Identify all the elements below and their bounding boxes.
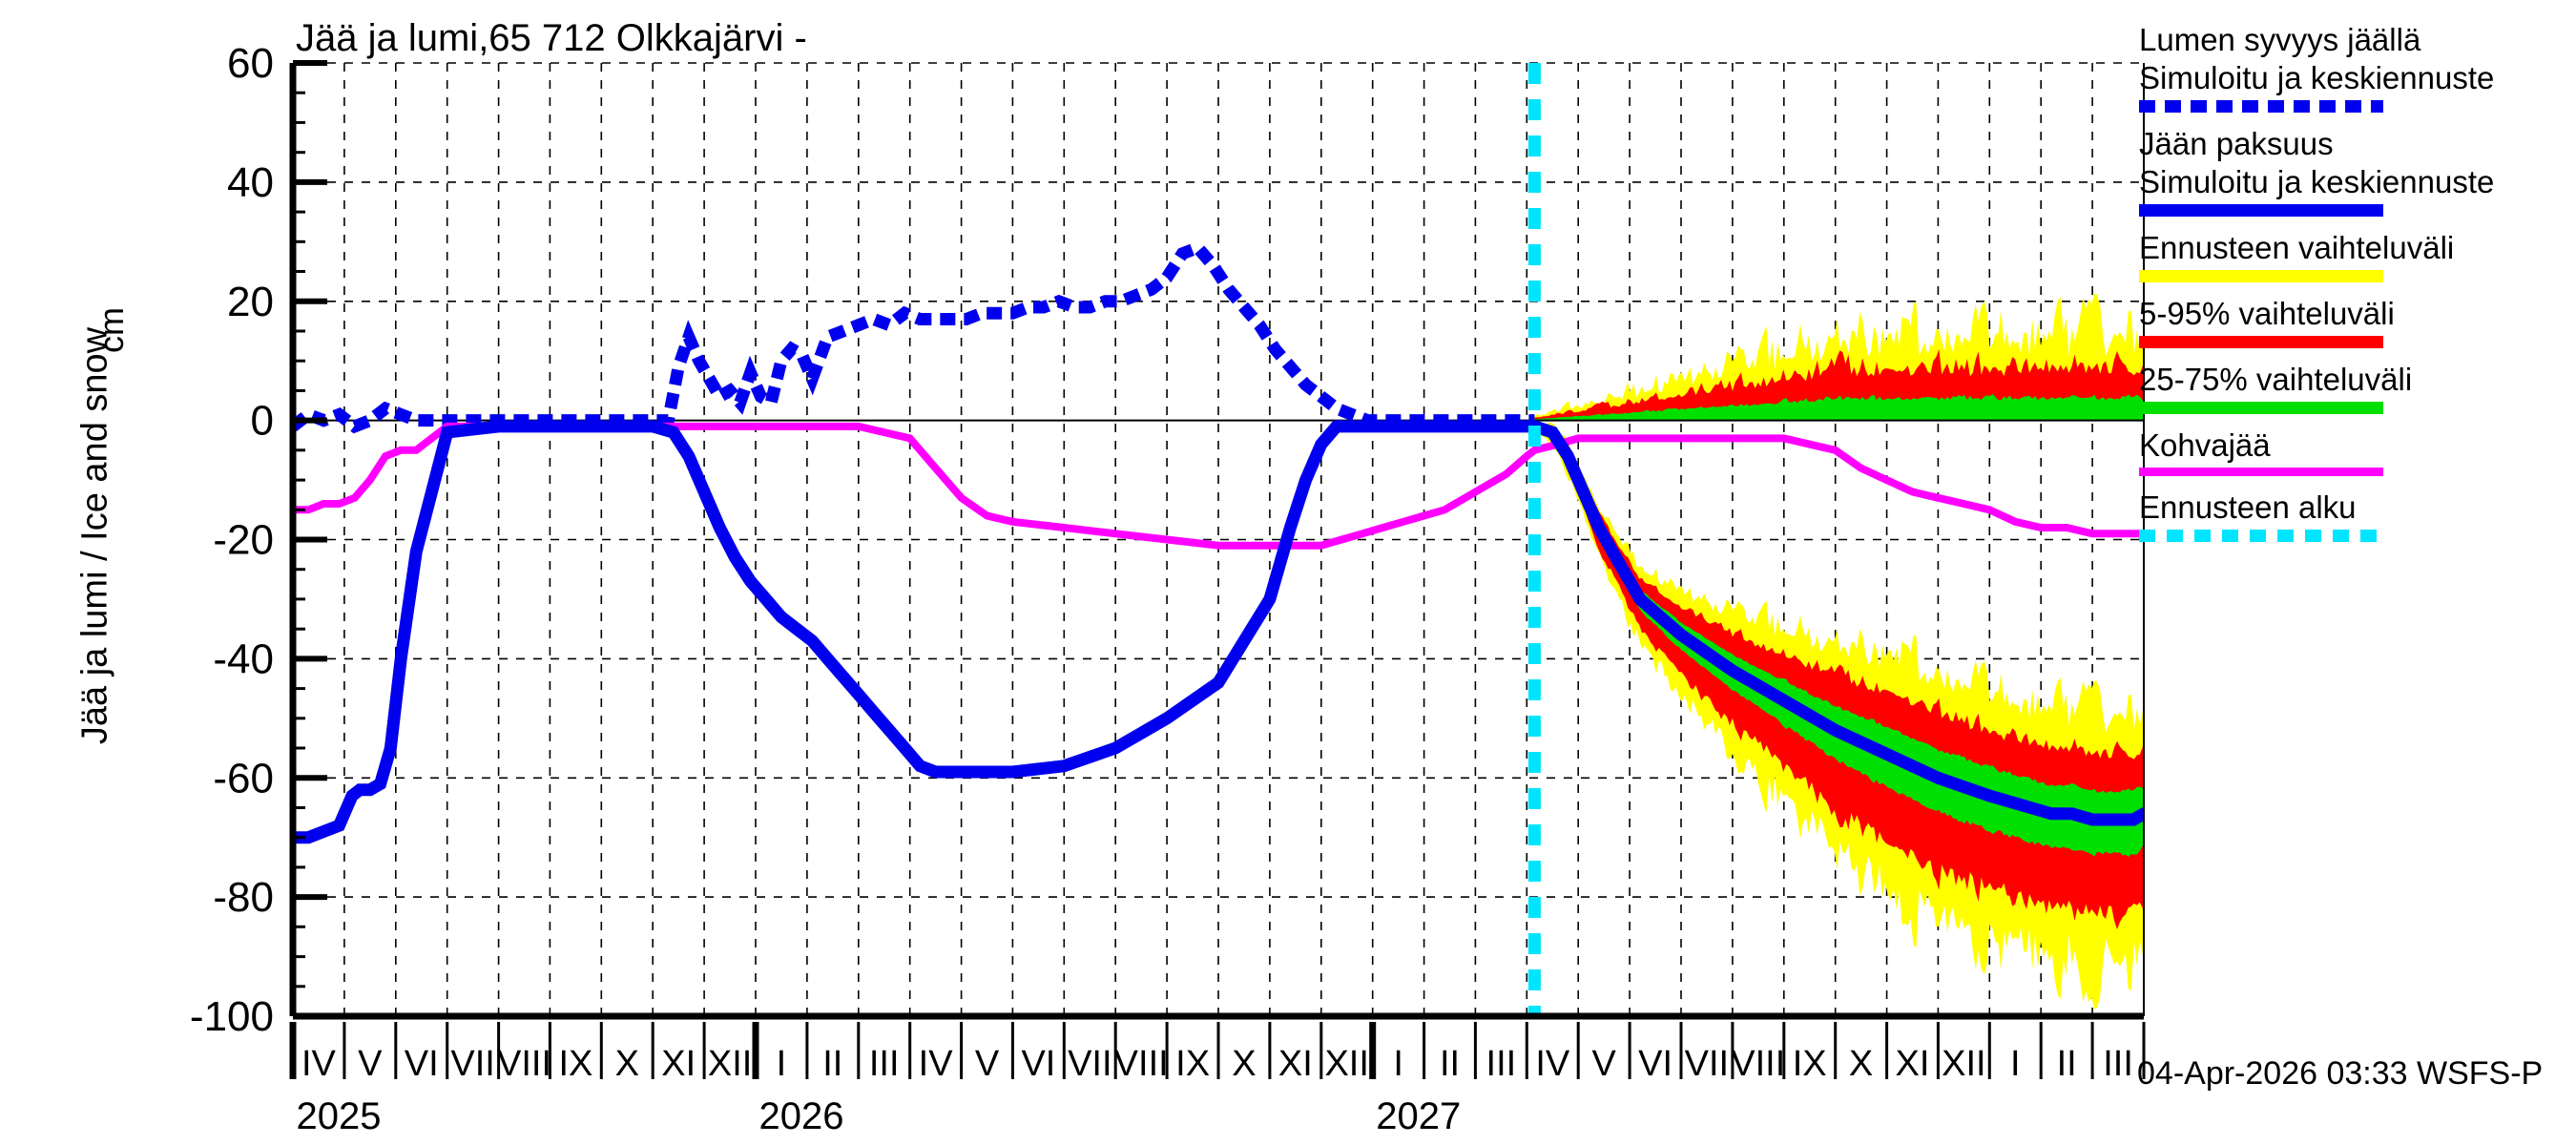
legend-item-title: Ennusteen vaihteluväli (2139, 230, 2455, 265)
page-title: Jää ja lumi,65 712 Olkkajärvi - (296, 17, 807, 59)
y-axis-tick-label: -20 (213, 517, 274, 564)
x-axis-tick-label: XII (708, 1044, 752, 1084)
x-axis-tick-label: XI (1278, 1044, 1313, 1084)
legend-item-forecast-range[interactable]: Ennusteen vaihteluväli (2139, 229, 2568, 282)
x-axis-tick-label: VI (1021, 1044, 1055, 1084)
x-axis-tick-label: IV (1535, 1044, 1570, 1084)
x-axis-tick-label: III (869, 1044, 900, 1084)
x-axis-tick-label: IX (1175, 1044, 1210, 1084)
x-axis-tick-label: VII (450, 1044, 494, 1084)
x-axis-tick-label: XI (1896, 1044, 1930, 1084)
legend-item-title: Ennusteen alku (2139, 489, 2357, 525)
legend-item-forecast-start[interactable]: Ennusteen alku (2139, 489, 2568, 542)
legend-swatch-forecast-start (2139, 530, 2383, 542)
x-axis-tick-label: V (1592, 1044, 1617, 1084)
legend-item-range-5-95[interactable]: 5-95% vaihteluväli (2139, 295, 2568, 348)
x-axis-tick-label: IX (1793, 1044, 1827, 1084)
x-axis-tick-label: II (2057, 1044, 2077, 1084)
x-axis-tick-label: X (1232, 1044, 1256, 1084)
legend-swatch-forecast-range (2139, 270, 2383, 282)
legend-item-subtitle: Simuloitu ja keskiennuste (2139, 60, 2495, 95)
x-axis-tick-label: VI (405, 1044, 439, 1084)
x-axis-tick-label: V (975, 1044, 1000, 1084)
x-axis-tick-label: III (2103, 1044, 2133, 1084)
x-axis-tick-label: VIII (1731, 1044, 1785, 1084)
legend-item-ice-thickness[interactable]: Jään paksuus Simuloitu ja keskiennuste (2139, 125, 2568, 217)
legend-item-title: Kohvajää (2139, 427, 2271, 463)
legend-item-subtitle: Simuloitu ja keskiennuste (2139, 164, 2495, 199)
x-axis-tick-label: VII (1685, 1044, 1729, 1084)
series-ice-thickness (293, 420, 2144, 844)
x-axis-tick-label: VII (1068, 1044, 1111, 1084)
y-axis-tick-label: -60 (213, 755, 274, 802)
y-axis-tick-label: 40 (227, 159, 274, 206)
band-25-75-snow (1534, 394, 2144, 421)
series-snow-depth (293, 239, 1535, 434)
x-axis-tick-label: IV (919, 1044, 954, 1084)
x-axis-year-label: 2025 (297, 1095, 382, 1137)
legend-item-slush-ice[interactable]: Kohvajää (2139, 427, 2568, 476)
y-axis-tick-label: -80 (213, 874, 274, 921)
legend-item-title: 25-75% vaihteluväli (2139, 362, 2413, 397)
x-axis-tick-label: IX (558, 1044, 592, 1084)
x-axis-tick-label: XII (1942, 1044, 1985, 1084)
x-axis-tick-label: V (358, 1044, 383, 1084)
legend-item-title: Jään paksuus (2139, 126, 2334, 161)
x-axis-tick-label: IV (301, 1044, 337, 1084)
legend-item-title: 5-95% vaihteluväli (2139, 296, 2395, 331)
x-axis-tick-label: II (822, 1044, 842, 1084)
footer-timestamp: 04-Apr-2026 03:33 WSFS-P (2137, 1055, 2544, 1092)
legend-swatch-range-5-95 (2139, 336, 2383, 348)
x-axis-tick-label: VI (1638, 1044, 1672, 1084)
x-axis-tick-label: I (1393, 1044, 1403, 1084)
x-axis-year-label: 2026 (759, 1095, 844, 1137)
y-axis-tick-label: 0 (251, 398, 274, 445)
y-axis-tick-label: 60 (227, 40, 274, 87)
legend-item-snow-depth-on-ice[interactable]: Lumen syvyys jäällä Simuloitu ja keskienn… (2139, 21, 2568, 113)
legend-swatch-snow-depth-on-ice (2139, 100, 2383, 113)
legend-swatch-range-25-75 (2139, 402, 2383, 414)
x-axis-tick-label: III (1486, 1044, 1517, 1084)
x-axis-tick-label: I (777, 1044, 787, 1084)
series-slush-ice (293, 422, 2144, 550)
y-axis-unit: cm (92, 307, 131, 353)
x-axis-tick-label: XI (661, 1044, 696, 1084)
x-axis-tick-label: X (1849, 1044, 1873, 1084)
y-axis-tick-label: -40 (213, 635, 274, 682)
band-5-95-ice (1534, 424, 2144, 930)
y-axis-tick-label: 20 (227, 279, 274, 325)
x-axis-tick-label: VIII (497, 1044, 551, 1084)
x-axis-tick-label: II (1440, 1044, 1460, 1084)
x-axis-tick-label: X (615, 1044, 639, 1084)
legend-item-title: Lumen syvyys jäällä (2139, 22, 2421, 57)
legend: Lumen syvyys jäällä Simuloitu ja keskienn… (2139, 21, 2568, 554)
legend-swatch-slush-ice (2139, 468, 2383, 476)
legend-swatch-ice-thickness (2139, 204, 2383, 217)
x-axis-year-label: 2027 (1376, 1095, 1461, 1137)
x-axis-tick-label: XII (1324, 1044, 1368, 1084)
y-axis-tick-label: -100 (190, 993, 274, 1040)
x-axis-tick-label: VIII (1114, 1044, 1169, 1084)
x-axis-tick-label: I (2010, 1044, 2021, 1084)
legend-item-range-25-75[interactable]: 25-75% vaihteluväli (2139, 361, 2568, 414)
